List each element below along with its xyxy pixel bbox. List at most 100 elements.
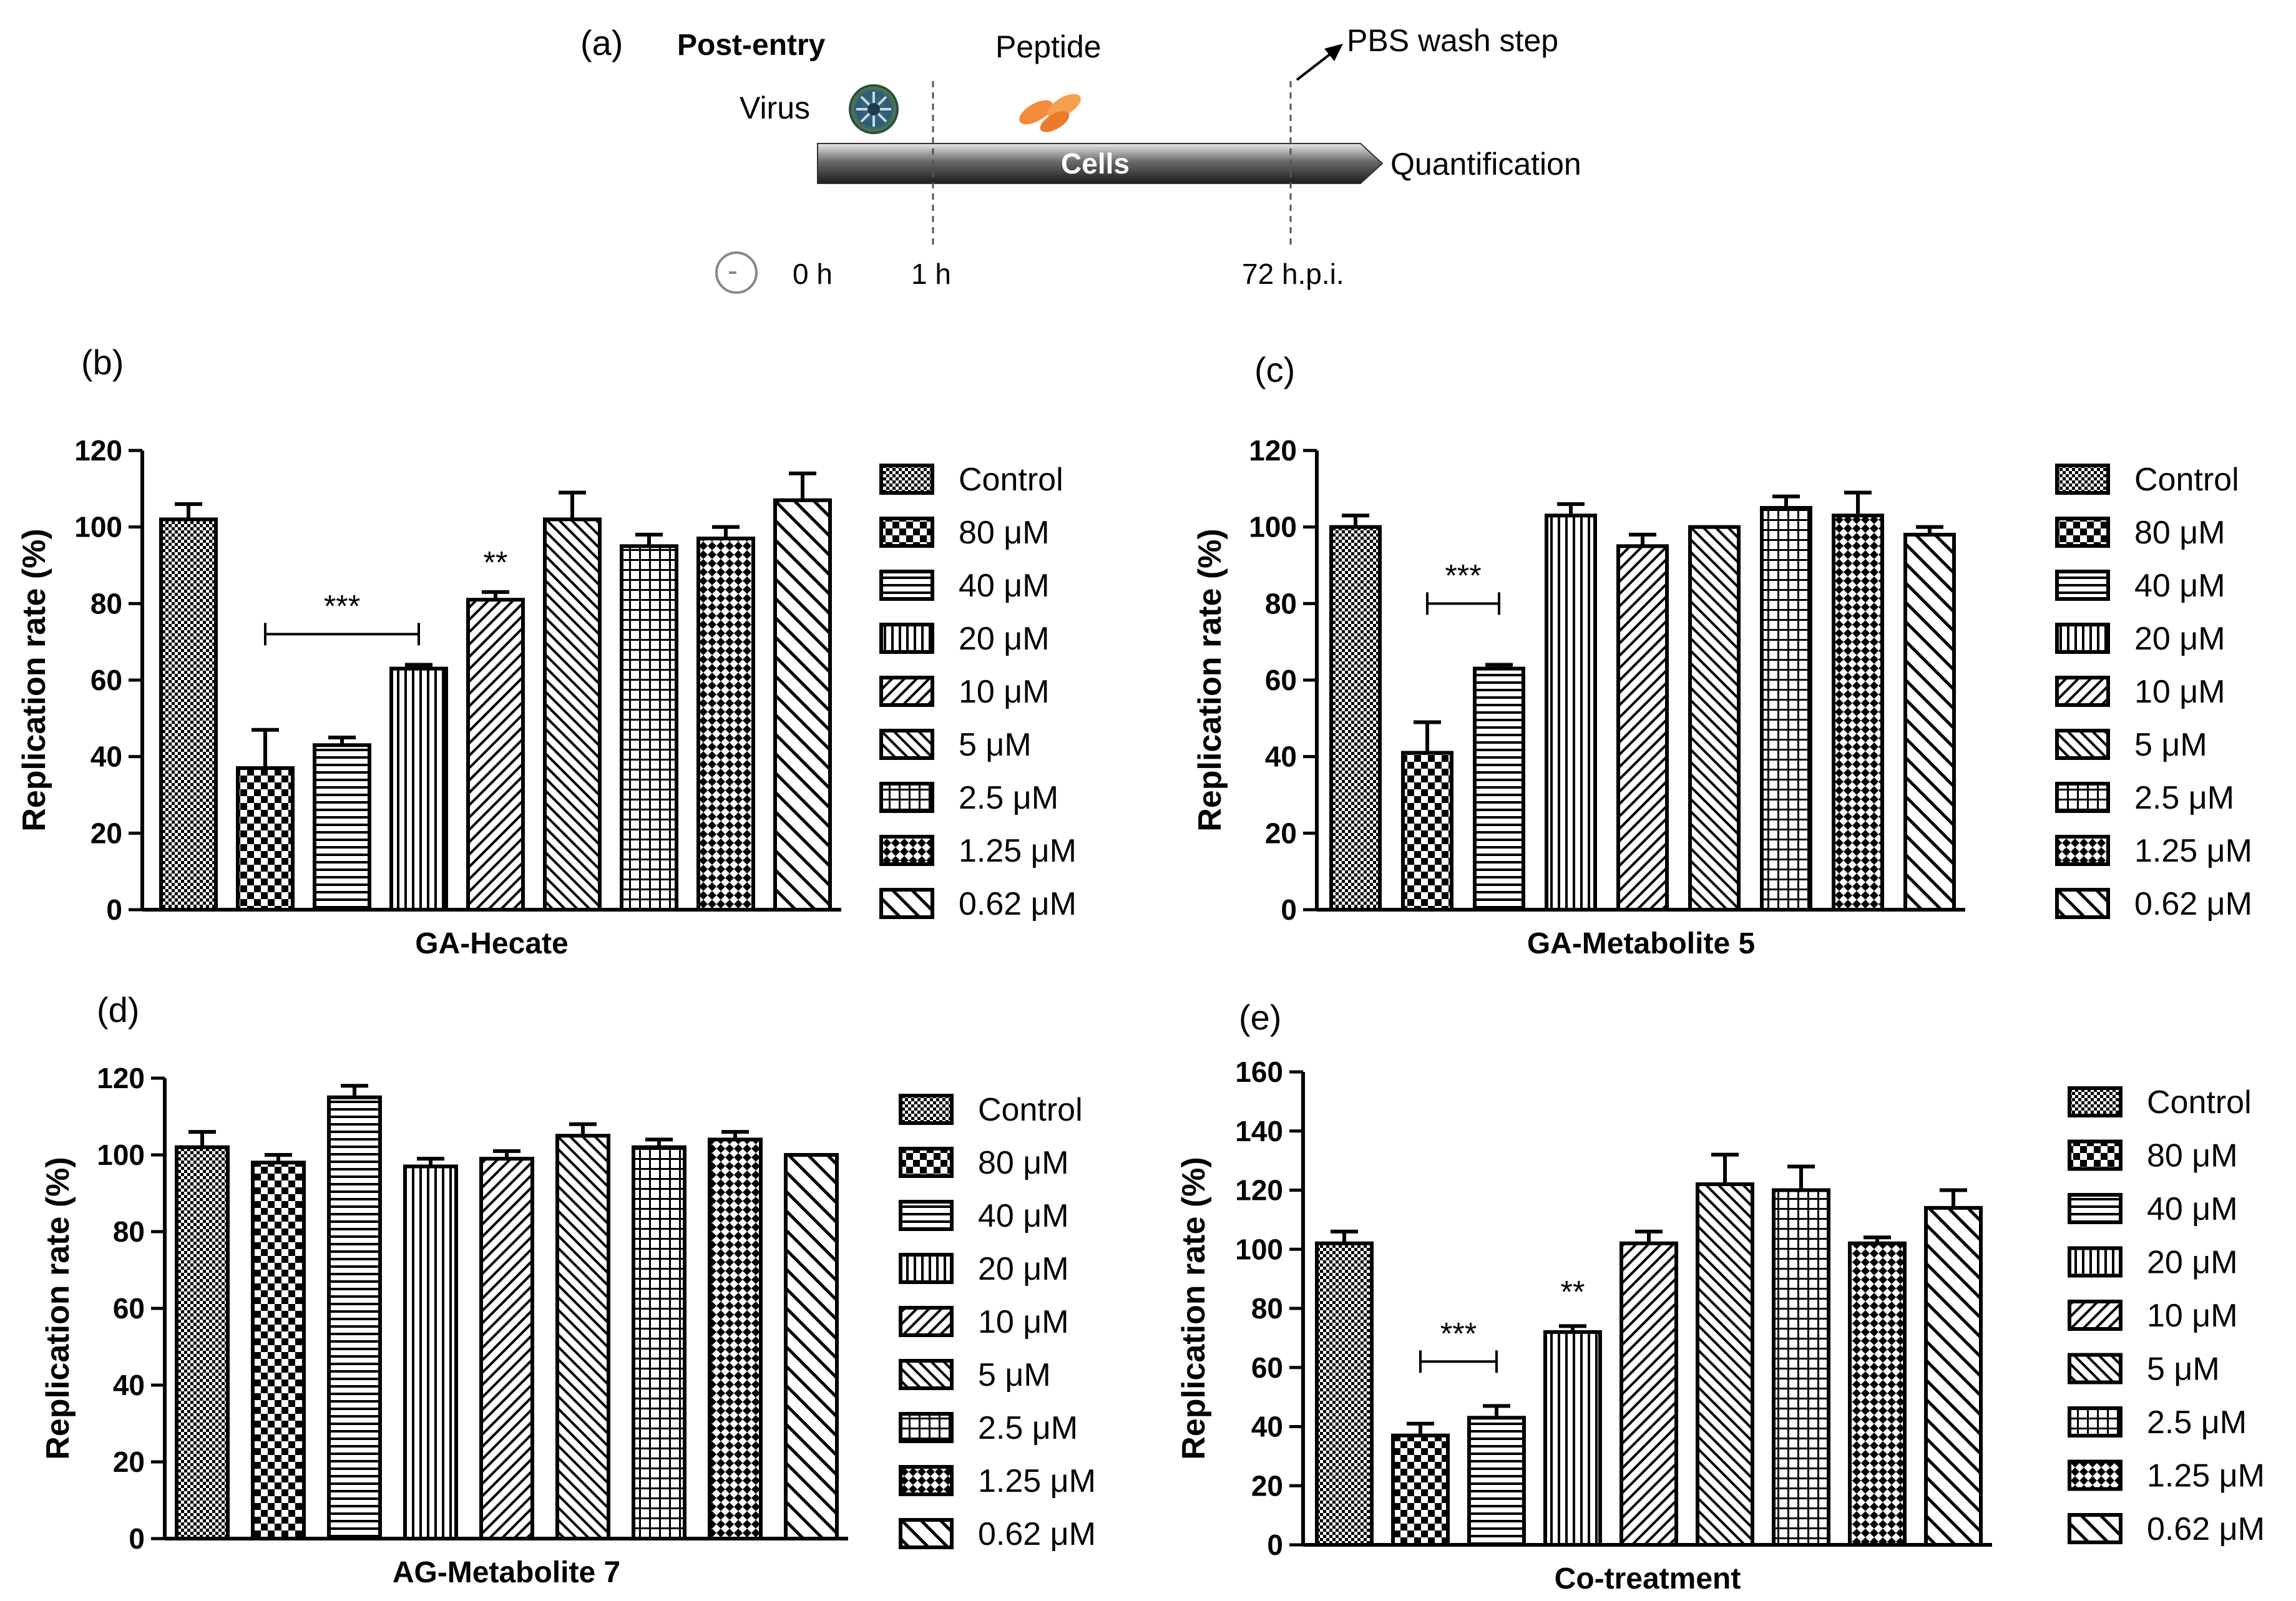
bar-5 — [555, 1134, 610, 1540]
legend-label-5: 5 μM — [2147, 1351, 2220, 1388]
legend-label-7: 1.25 μM — [2134, 833, 2252, 869]
x-axis-label: GA-Metabolite 5 — [1527, 927, 1755, 960]
bar-8 — [773, 498, 832, 912]
legend-label-5: 5 μM — [959, 727, 1032, 763]
chart-panel-b: (b) 0 20 40 60 80 100 120 Replication rate (%) GA… — [16, 343, 1077, 960]
legend-label-2: 40 μM — [959, 568, 1050, 604]
legend-label-3: 20 μM — [959, 621, 1050, 657]
y-tick-label: 0 — [1267, 1529, 1283, 1561]
y-tick-label: 80 — [1251, 1292, 1283, 1325]
y-tick-label: 80 — [113, 1215, 145, 1248]
legend-label-0: Control — [978, 1092, 1083, 1128]
legend-swatch-6 — [2068, 1406, 2123, 1438]
bar-4 — [1619, 1241, 1678, 1547]
bar-0 — [175, 1145, 230, 1540]
legend-swatch-0 — [2068, 1086, 2123, 1117]
x-axis-label: AG-Metabolite 7 — [393, 1556, 620, 1589]
peptide-label: Peptide — [995, 29, 1102, 64]
y-tick-label: 120 — [97, 1062, 145, 1094]
legend-swatch-3 — [2068, 1246, 2123, 1278]
legend-swatch-2 — [879, 570, 934, 601]
bar-1 — [1391, 1433, 1450, 1547]
legend-swatch-1 — [879, 517, 934, 548]
legend-label-0: Control — [2134, 462, 2239, 498]
wash-arrow — [1296, 44, 1343, 81]
y-axis-label: Replication rate (%) — [40, 1157, 76, 1459]
y-tick-label: 20 — [90, 817, 122, 849]
y-tick-label: 120 — [74, 434, 122, 467]
legend-swatch-5 — [879, 729, 934, 760]
legend-label-0: Control — [2147, 1084, 2252, 1121]
y-tick-label: 0 — [106, 893, 122, 926]
legend-swatch-7 — [899, 1465, 954, 1496]
legend-swatch-4 — [899, 1306, 954, 1337]
legend-swatch-2 — [899, 1200, 954, 1231]
legend-swatch-3 — [879, 623, 934, 654]
legend-swatch-5 — [2055, 729, 2110, 760]
y-tick-label: 20 — [113, 1446, 145, 1478]
bar-2 — [1473, 666, 1525, 912]
y-tick-label: 100 — [1235, 1233, 1283, 1265]
schematic-title: Post-entry — [677, 29, 826, 62]
significance-marker: *** — [1445, 558, 1481, 593]
bar-1 — [236, 766, 295, 912]
y-axis-label: Replication rate (%) — [1176, 1157, 1212, 1459]
y-tick-label: 100 — [97, 1139, 145, 1171]
time-0h: 0 h — [793, 258, 833, 290]
y-tick-label: 60 — [90, 664, 122, 696]
legend-label-3: 20 μM — [978, 1251, 1069, 1287]
y-tick-label: 80 — [1265, 587, 1297, 620]
bar-2 — [1467, 1416, 1526, 1547]
bar-3 — [1545, 513, 1597, 912]
legend-label-2: 40 μM — [978, 1198, 1069, 1234]
chart-panel-d: (d) 0 20 40 60 80 100 120 Replication rate (%) AG… — [40, 990, 1096, 1589]
bar-8 — [784, 1153, 839, 1540]
legend-label-2: 40 μM — [2147, 1191, 2238, 1227]
y-tick-label: 20 — [1251, 1469, 1283, 1502]
y-tick-label: 40 — [1265, 741, 1297, 773]
legend-swatch-7 — [879, 835, 934, 866]
bar-7 — [1848, 1241, 1907, 1547]
panel-label: (e) — [1239, 998, 1281, 1037]
bar-7 — [708, 1137, 763, 1540]
bar-1 — [1401, 751, 1453, 912]
y-tick-label: 20 — [1265, 817, 1297, 849]
y-tick-label: 80 — [90, 587, 122, 620]
legend-label-4: 10 μM — [959, 674, 1050, 710]
panel-label: (b) — [81, 343, 124, 382]
cells-timeline-arrow — [817, 143, 1384, 184]
legend-swatch-8 — [899, 1518, 954, 1549]
legend-label-4: 10 μM — [2134, 674, 2225, 710]
legend-swatch-6 — [899, 1412, 954, 1443]
legend-swatch-4 — [2068, 1300, 2123, 1331]
legend-label-6: 2.5 μM — [2134, 780, 2234, 816]
peptide-icon — [1019, 94, 1081, 132]
legend-label-7: 1.25 μM — [959, 833, 1077, 869]
quantification-label: Quantification — [1390, 147, 1581, 182]
bar-2 — [327, 1095, 382, 1540]
y-tick-label: 0 — [129, 1522, 145, 1555]
legend-swatch-4 — [879, 676, 934, 707]
legend-swatch-8 — [879, 888, 934, 919]
bar-4 — [479, 1157, 534, 1540]
x-axis-label: GA-Hecate — [415, 927, 568, 960]
y-tick-label: 120 — [1249, 434, 1297, 467]
legend-label-3: 20 μM — [2147, 1245, 2238, 1281]
clock-icon — [715, 251, 758, 294]
legend-label-5: 5 μM — [978, 1357, 1051, 1393]
y-tick-label: 60 — [1251, 1351, 1283, 1384]
bar-5 — [1688, 525, 1741, 912]
y-tick-label: 60 — [1265, 664, 1297, 696]
virus-icon — [849, 84, 899, 134]
bar-6 — [620, 544, 678, 912]
y-tick-label: 140 — [1235, 1115, 1283, 1147]
legend-swatch-0 — [899, 1094, 954, 1125]
time-1h: 1 h — [911, 258, 951, 290]
significance-marker: ** — [484, 545, 508, 580]
legend-label-1: 80 μM — [2134, 515, 2225, 551]
bar-6 — [632, 1145, 686, 1540]
legend-swatch-2 — [2055, 570, 2110, 601]
legend-swatch-3 — [2055, 623, 2110, 654]
legend-swatch-0 — [879, 464, 934, 495]
panel-label: (c) — [1254, 350, 1295, 389]
